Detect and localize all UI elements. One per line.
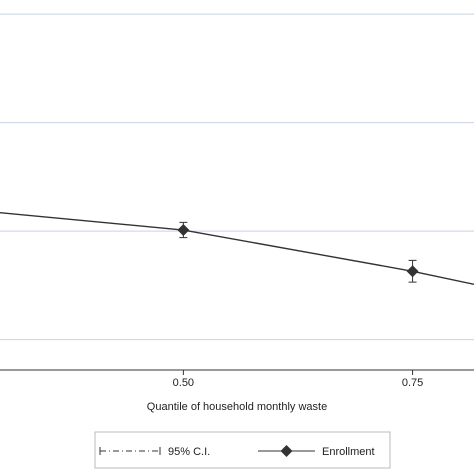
legend bbox=[94, 431, 391, 469]
x-tick-label: 0.75 bbox=[402, 377, 423, 389]
legend-label: 95% C.I. bbox=[168, 446, 210, 458]
marker bbox=[177, 224, 190, 237]
plot-area bbox=[0, 13, 474, 341]
legend-ci-key bbox=[99, 447, 161, 455]
x-axis-title: Quantile of household monthly waste bbox=[147, 401, 327, 413]
x-tick-label: 0.50 bbox=[173, 377, 194, 389]
series-line bbox=[0, 211, 474, 286]
legend-line-key bbox=[258, 445, 315, 457]
legend-label: Enrollment bbox=[322, 446, 375, 458]
marker bbox=[406, 265, 419, 278]
